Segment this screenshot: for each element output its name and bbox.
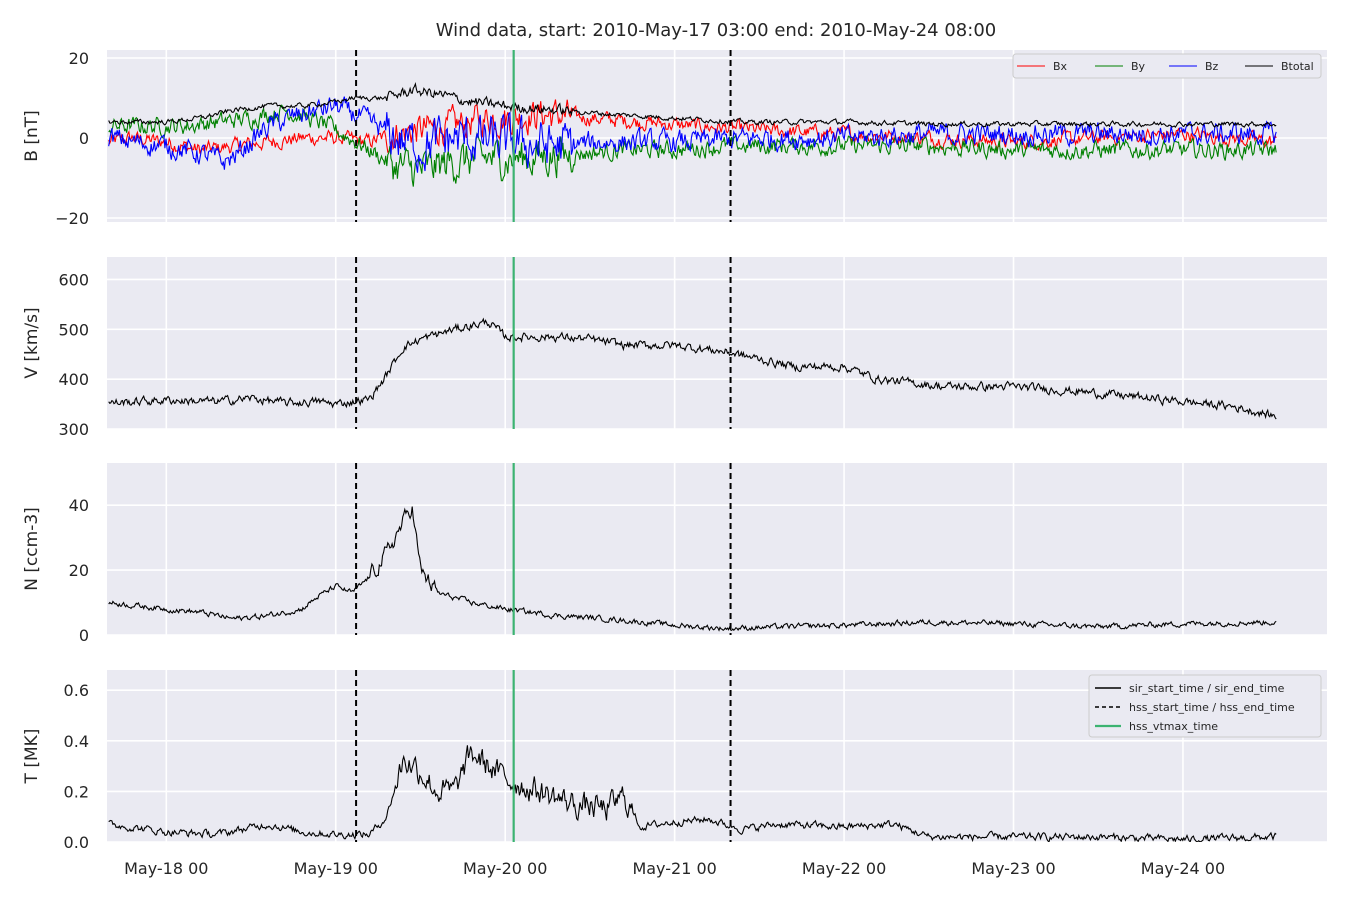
y-tick-label: 600 [58, 270, 89, 289]
y-axis-label: B [nT] [22, 110, 42, 162]
legend-label: Btotal [1281, 60, 1314, 73]
y-tick-label: 0 [79, 129, 89, 148]
legend-box [1012, 53, 1322, 79]
x-tick-label: May-20 00 [463, 859, 547, 878]
x-tick-label: May-23 00 [971, 859, 1055, 878]
chart-title: Wind data, start: 2010-May-17 03:00 end:… [436, 20, 996, 41]
x-tick-label: May-18 00 [124, 859, 208, 878]
legend-label: By [1131, 60, 1146, 73]
y-axis-label: T [MK] [22, 729, 42, 785]
series-line-by [108, 104, 1277, 187]
series-line [108, 506, 1277, 632]
y-axis-label: N [ccm-3] [22, 507, 42, 591]
legend-t: sir_start_time / sir_end_time hss_start_t… [1088, 674, 1322, 738]
y-axis-label: V [km/s] [22, 307, 42, 378]
y-tick-label: 0 [79, 626, 89, 645]
panels: −20 0 20 B [nT] 300 400 500 600 V [km/s] 0 20 40 N [… [22, 49, 1327, 878]
y-tick-label: −20 [55, 209, 89, 228]
x-tick-label: May-22 00 [802, 859, 886, 878]
legend-label: Bz [1205, 60, 1219, 73]
series-line [108, 317, 1277, 420]
data-group [108, 82, 1277, 187]
series-line-bx [108, 99, 1277, 154]
y-tick-label: 0.0 [64, 833, 89, 852]
y-tick-label: 20 [69, 561, 89, 580]
plot-area [107, 257, 1327, 429]
panel-n: 0 20 40 N [ccm-3] [22, 463, 1327, 645]
data-group [108, 506, 1277, 632]
x-tick-label: May-21 00 [632, 859, 716, 878]
legend-box [1088, 674, 1322, 738]
legend-label: Bx [1053, 60, 1068, 73]
plot-area [107, 463, 1327, 635]
y-tick-label: 20 [69, 49, 89, 68]
panel-b: −20 0 20 B [nT] [22, 49, 1327, 228]
x-tick-label: May-19 00 [294, 859, 378, 878]
y-tick-label: 500 [58, 320, 89, 339]
data-group [108, 745, 1277, 842]
y-tick-label: 0.2 [64, 782, 89, 801]
x-tick-label: May-24 00 [1141, 859, 1225, 878]
legend-label: sir_start_time / sir_end_time [1129, 682, 1285, 695]
y-tick-label: 0.6 [64, 681, 89, 700]
y-tick-label: 40 [69, 496, 89, 515]
series-line [108, 745, 1277, 842]
legend-b: Bx By Bz Btotal [1012, 53, 1322, 79]
panel-v: 300 400 500 600 V [km/s] [22, 257, 1327, 439]
legend-label: hss_vtmax_time [1129, 720, 1218, 733]
y-tick-label: 400 [58, 370, 89, 389]
y-tick-label: 300 [58, 420, 89, 439]
series-line-btotal [108, 82, 1277, 129]
y-tick-label: 0.4 [64, 732, 89, 751]
data-group [108, 317, 1277, 420]
legend-label: hss_start_time / hss_end_time [1129, 701, 1295, 714]
